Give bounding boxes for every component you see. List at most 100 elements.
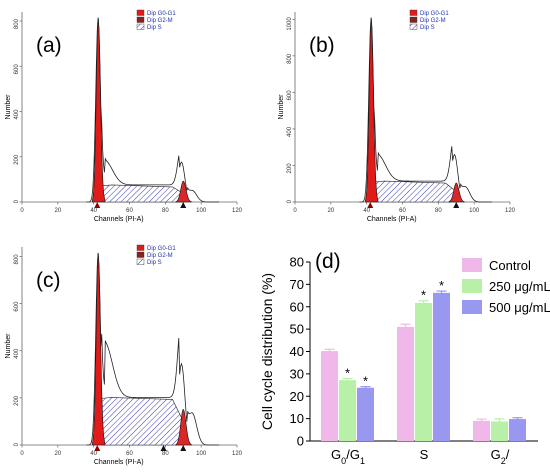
x-tick-label: 100 bbox=[196, 208, 207, 214]
g2-m-peak bbox=[175, 408, 192, 446]
bar bbox=[415, 302, 432, 441]
y-tick-label: 0 bbox=[297, 434, 304, 449]
significance-marker: * bbox=[439, 278, 444, 293]
legend-swatch bbox=[136, 244, 145, 251]
x-tick-label: 20 bbox=[327, 208, 334, 214]
legend-label: 500 μg/mL bbox=[489, 300, 550, 315]
raw-histogram-line bbox=[86, 17, 220, 203]
s-phase-region bbox=[373, 180, 457, 203]
panel-label: (c) bbox=[36, 269, 61, 292]
y-axis-label: Number bbox=[5, 94, 12, 120]
y-tick-label: 10 bbox=[290, 411, 304, 426]
legend-label: Dip G2-M bbox=[147, 18, 173, 24]
s-phase-region bbox=[100, 184, 184, 203]
y-tick-label: 800 bbox=[287, 53, 293, 64]
x-tick-label: 100 bbox=[469, 208, 480, 214]
y-tick-label: 50 bbox=[290, 322, 304, 337]
legend-swatch bbox=[136, 251, 145, 258]
legend-swatch bbox=[136, 16, 145, 23]
gate-marker bbox=[180, 202, 187, 208]
legend-swatch bbox=[409, 9, 418, 16]
gate-marker bbox=[160, 445, 167, 451]
legend-swatch bbox=[136, 9, 145, 16]
y-tick-label: 80 bbox=[290, 255, 304, 270]
legend-label: Dip G0-G1 bbox=[147, 246, 176, 252]
legend-label: 250 μg/mL bbox=[489, 279, 550, 294]
legend-label: Dip G2-M bbox=[147, 253, 173, 259]
legend-swatch bbox=[136, 258, 145, 265]
x-tick-label: 60 bbox=[399, 208, 406, 214]
significance-marker: * bbox=[363, 374, 368, 389]
raw-histogram-line bbox=[86, 252, 220, 446]
legend-swatch bbox=[462, 279, 482, 293]
y-tick-label: 200 bbox=[287, 163, 293, 174]
x-tick-label: 100 bbox=[196, 451, 207, 457]
gate-marker bbox=[94, 202, 101, 208]
legend-label: Dip S bbox=[147, 25, 162, 31]
y-tick-label: 200 bbox=[14, 154, 20, 165]
x-tick-label: 120 bbox=[232, 451, 243, 457]
y-tick-label: 0 bbox=[287, 199, 293, 203]
g2-m-peak bbox=[175, 180, 192, 203]
x-tick-label: 120 bbox=[505, 208, 516, 214]
y-axis-label: Cell cycle distribution (%) bbox=[259, 273, 275, 430]
y-tick-label: 600 bbox=[14, 301, 20, 312]
bar bbox=[357, 387, 374, 441]
gate-marker bbox=[94, 445, 101, 451]
x-axis-label: Channels (PI-A) bbox=[367, 216, 417, 223]
x-tick-label: 120 bbox=[232, 208, 243, 214]
x-tick-label: 80 bbox=[435, 208, 442, 214]
bar bbox=[339, 380, 356, 441]
bar bbox=[433, 292, 450, 441]
x-tick-label: 20 bbox=[54, 208, 61, 214]
raw-histogram-line bbox=[359, 17, 493, 203]
legend-swatch bbox=[409, 16, 418, 23]
legend-label: Dip S bbox=[420, 25, 435, 31]
y-tick-label: 20 bbox=[290, 389, 304, 404]
y-tick-label: 30 bbox=[290, 366, 304, 381]
x-tick-label: G2/ bbox=[491, 447, 510, 466]
bar bbox=[397, 326, 414, 441]
legend-swatch bbox=[462, 258, 482, 272]
significance-marker: * bbox=[421, 288, 426, 303]
gate-marker bbox=[180, 445, 187, 451]
y-tick-label: 600 bbox=[14, 64, 20, 75]
significance-marker: * bbox=[345, 366, 350, 381]
bar bbox=[321, 351, 338, 441]
x-tick-label: 80 bbox=[162, 208, 169, 214]
legend-label: Dip G0-G1 bbox=[147, 11, 176, 17]
bar bbox=[473, 420, 490, 441]
legend-label: Dip G0-G1 bbox=[420, 11, 449, 17]
x-tick-label: 40 bbox=[90, 208, 97, 214]
y-tick-label: 400 bbox=[287, 126, 293, 137]
bar bbox=[491, 421, 508, 441]
x-tick-label: G0/G1 bbox=[331, 447, 365, 466]
y-tick-label: 60 bbox=[290, 299, 304, 314]
x-tick-label: 80 bbox=[162, 451, 169, 457]
legend-swatch bbox=[462, 300, 482, 314]
y-tick-label: 0 bbox=[14, 442, 20, 446]
y-tick-label: 800 bbox=[14, 254, 20, 265]
x-tick-label: 0 bbox=[293, 208, 297, 214]
x-tick-label: 60 bbox=[126, 451, 133, 457]
x-tick-label: 0 bbox=[20, 208, 24, 214]
histogram-panel: (a) 0 20 40 60 80 100 120 0 200 400 600 800 Number Cha… bbox=[5, 9, 243, 223]
legend-label: Control bbox=[489, 258, 531, 273]
panel-label: (d) bbox=[315, 250, 341, 273]
y-tick-label: 800 bbox=[14, 18, 20, 29]
y-tick-label: 400 bbox=[14, 348, 20, 359]
bar bbox=[509, 419, 526, 441]
panel-label: (b) bbox=[309, 34, 335, 57]
histogram-panel: (c) 0 20 40 60 80 100 120 0 200 400 600 800 Number Cha… bbox=[5, 244, 243, 466]
g2-m-peak bbox=[448, 182, 465, 203]
legend-label: Dip S bbox=[147, 260, 162, 266]
x-axis-label: Channels (PI-A) bbox=[94, 459, 144, 466]
g0-g1-peak bbox=[365, 17, 379, 203]
y-tick-label: 1000 bbox=[287, 17, 293, 31]
bar-chart-panel: (d) 0 10 20 30 40 50 60 70 80 Cell cycle distribut… bbox=[259, 250, 550, 466]
histogram-panel: (b) 0 20 40 60 80 100 120 0 200 400 600 800 1000 Numbe… bbox=[278, 9, 516, 223]
y-tick-label: 40 bbox=[290, 344, 304, 359]
x-tick-label: 60 bbox=[126, 208, 133, 214]
gate-marker bbox=[367, 202, 374, 208]
